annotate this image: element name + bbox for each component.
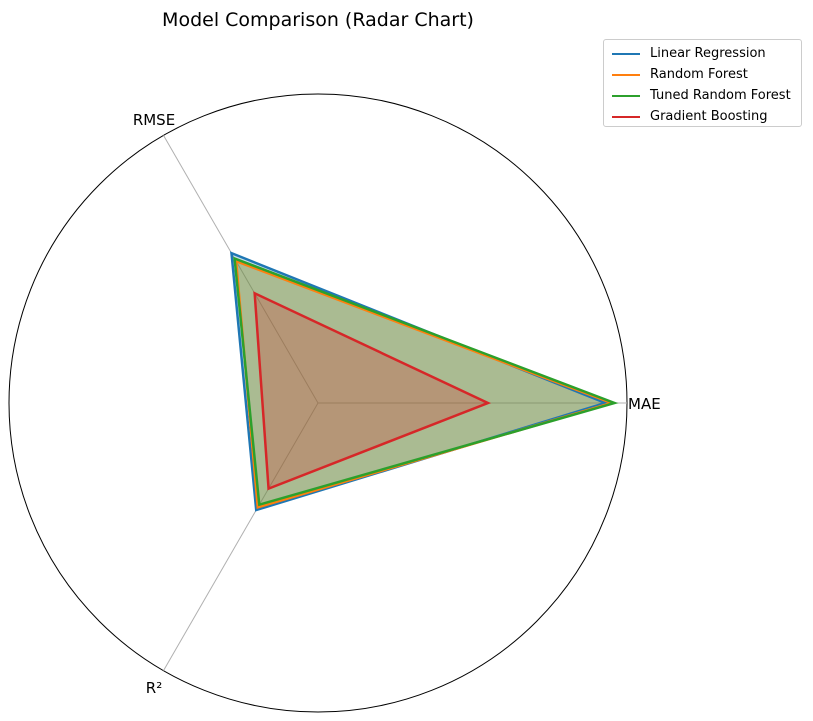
legend-swatch	[612, 52, 640, 55]
series-line-tuned-random-forest	[233, 256, 619, 507]
axis-label-rmse: RMSE	[133, 111, 175, 129]
series-fill-linear-regression	[231, 253, 606, 511]
legend-item-linear-regression: Linear Regression	[612, 43, 766, 64]
legend-item-gradient-boosting: Gradient Boosting	[612, 106, 768, 127]
axis-label-r2: R²	[146, 679, 162, 697]
legend-swatch	[612, 94, 640, 97]
series-fill-gradient-boosting	[254, 293, 488, 489]
chart-title: Model Comparison (Radar Chart)	[162, 9, 474, 31]
series-line-gradient-boosting	[253, 291, 492, 491]
axis-label-mae: MAE	[628, 395, 661, 413]
series-fills	[231, 253, 615, 511]
series-fill-tuned-random-forest	[234, 258, 615, 505]
radar-spokes	[163, 135, 627, 671]
legend: Linear Regression Random Forest Tuned Ra…	[603, 39, 802, 127]
spoke-r	[163, 402, 319, 671]
legend-label: Linear Regression	[650, 46, 766, 61]
legend-swatch	[612, 115, 640, 118]
spoke-rmse	[163, 135, 319, 404]
legend-swatch	[612, 73, 640, 76]
legend-item-random-forest: Random Forest	[612, 64, 748, 85]
series-fill-random-forest	[236, 261, 612, 508]
series-lines	[230, 251, 619, 512]
legend-label: Random Forest	[650, 67, 748, 82]
legend-label: Gradient Boosting	[650, 109, 768, 124]
legend-item-tuned-random-forest: Tuned Random Forest	[612, 85, 791, 106]
legend-label: Tuned Random Forest	[650, 88, 791, 103]
